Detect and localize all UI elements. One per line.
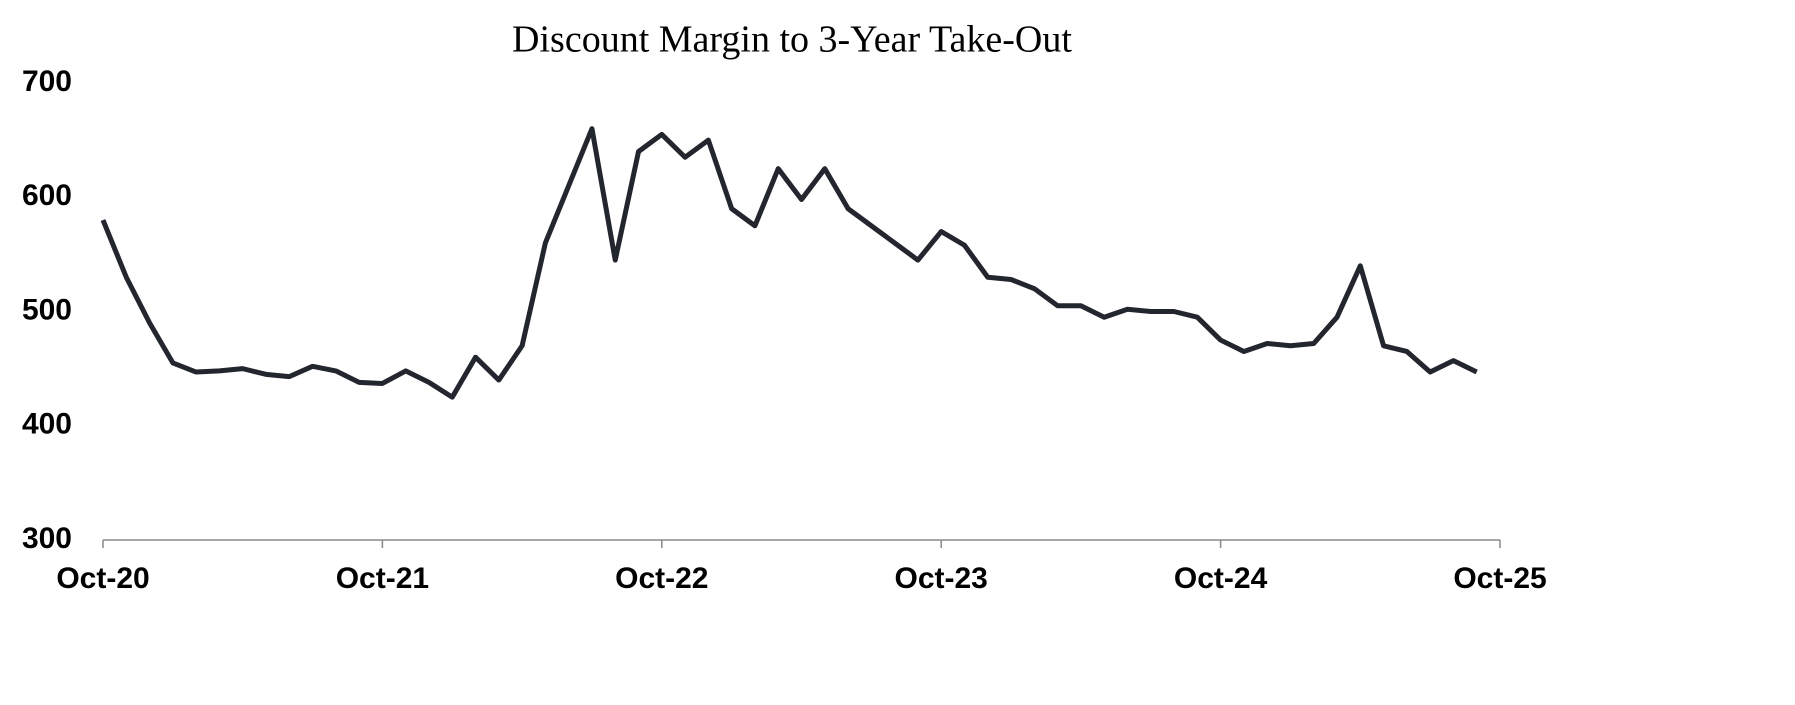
y-tick-label: 600: [22, 179, 72, 212]
data-line: [100, 126, 1478, 400]
y-tick-label: 300: [22, 522, 72, 555]
x-tick-label: Oct-23: [895, 562, 988, 595]
y-tick-label: 700: [22, 65, 72, 98]
y-tick-label: 400: [22, 408, 72, 441]
y-tick-label: 500: [22, 293, 72, 326]
x-tick-label: Oct-24: [1174, 562, 1268, 595]
x-tick-label: Oct-21: [336, 562, 429, 595]
x-tick-label: Oct-22: [615, 562, 708, 595]
x-tick-label: Oct-25: [1453, 562, 1546, 595]
chart-title: Discount Margin to 3-Year Take-Out: [512, 19, 1072, 61]
x-tick-label: Oct-20: [56, 562, 149, 595]
